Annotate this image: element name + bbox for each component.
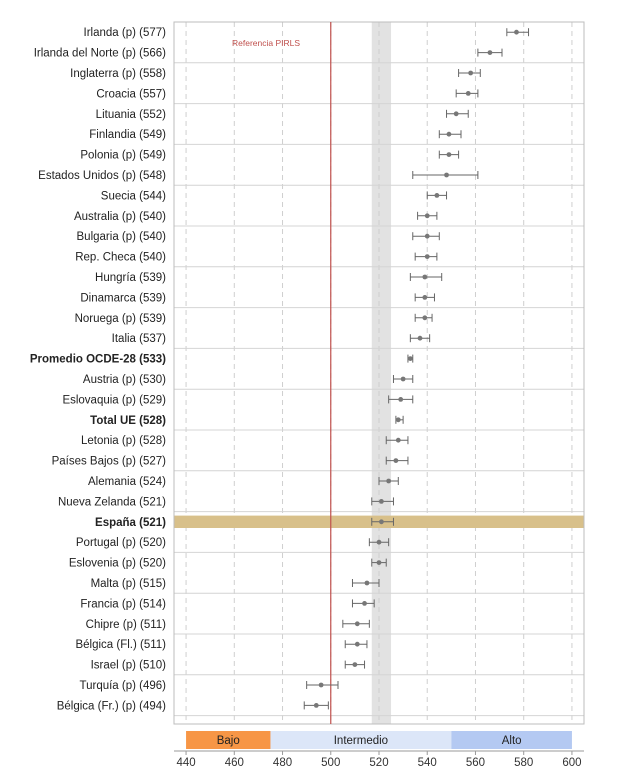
- data-point: [424, 254, 430, 259]
- row-label: Bulgaria (p) (540): [77, 231, 167, 243]
- data-point: [422, 274, 428, 280]
- row-label: Letonia (p) (528): [81, 435, 166, 447]
- data-point: [487, 50, 493, 55]
- x-tick-label: 460: [225, 757, 244, 769]
- data-point: [379, 499, 384, 504]
- row-label: Hungría (539): [95, 272, 166, 284]
- row-label: Francia (p) (514): [80, 598, 166, 610]
- row-label: Dinamarca (539): [80, 292, 166, 304]
- x-tick-label: 560: [466, 757, 485, 769]
- row-label: Inglaterra (p) (558): [70, 68, 166, 80]
- row-label: Turquía (p) (496): [80, 680, 167, 692]
- x-tick-label: 600: [562, 757, 581, 769]
- data-point: [468, 70, 474, 76]
- level-band-label: Alto: [502, 735, 522, 747]
- x-tick-label: 500: [321, 757, 340, 769]
- row-label: Estados Unidos (p) (548): [38, 170, 166, 182]
- data-point: [446, 131, 452, 137]
- row-label: Países Bajos (p) (527): [52, 456, 167, 468]
- data-point: [398, 397, 404, 402]
- row-label: Chipre (p) (511): [86, 619, 166, 631]
- row-labels: Irlanda (p) (577) Irlanda del Norte (p) (…: [30, 27, 166, 712]
- data-point: [514, 29, 519, 35]
- data-point: [352, 662, 358, 667]
- data-point: [395, 437, 401, 443]
- data-point: [444, 172, 449, 178]
- reference-line-label: Referencia PIRLS: [232, 38, 300, 48]
- row-label: Irlanda del Norte (p) (566): [34, 48, 166, 60]
- level-band-label: Bajo: [217, 735, 240, 747]
- data-point: [376, 539, 382, 545]
- data-point: [424, 213, 430, 219]
- row-label: Malta (p) (515): [91, 578, 167, 590]
- row-label: Eslovenia (p) (520): [69, 558, 166, 570]
- data-point: [407, 356, 413, 361]
- x-tick-label: 480: [273, 757, 292, 769]
- row-label: Austria (p) (530): [83, 374, 166, 386]
- data-point: [422, 295, 428, 300]
- data-point: [434, 193, 440, 198]
- data-point: [422, 315, 428, 321]
- data-point: [453, 111, 459, 117]
- data-point: [313, 703, 319, 708]
- row-label: Nueva Zelanda (521): [58, 496, 166, 508]
- row-label: Eslovaquia (p) (529): [62, 394, 166, 406]
- level-band: [451, 731, 572, 749]
- row-label: Noruega (p) (539): [75, 313, 167, 325]
- x-tick-label: 540: [418, 757, 437, 769]
- x-tick-label: 440: [176, 757, 195, 769]
- row-label: Finlandia (549): [89, 129, 166, 141]
- data-point: [400, 376, 406, 382]
- level-bands: Bajo Intermedio Alto: [186, 731, 572, 749]
- data-marks: [303, 28, 530, 710]
- data-point: [465, 91, 471, 96]
- x-tick-label: 520: [369, 757, 388, 769]
- data-point: [417, 335, 423, 341]
- x-axis: 440 460 480 500 520 540 560 580 600: [174, 750, 584, 769]
- row-label: España (521): [95, 517, 166, 529]
- row-label: Italia (537): [112, 333, 167, 345]
- data-point: [362, 601, 367, 606]
- data-point: [395, 417, 401, 423]
- row-label: Bélgica (Fl.) (511): [75, 639, 166, 651]
- row-label: Irlanda (p) (577): [84, 27, 167, 39]
- data-point: [318, 682, 324, 688]
- level-band-label: Intermedio: [334, 735, 388, 747]
- data-point: [446, 152, 452, 158]
- plot-background: Referencia PIRLS: [173, 21, 585, 725]
- level-band: [186, 731, 271, 749]
- data-point: [393, 458, 399, 463]
- row-label: Rep. Checa (540): [75, 252, 166, 264]
- level-band: [270, 731, 452, 749]
- data-point: [424, 233, 430, 239]
- row-label: Alemania (524): [88, 476, 166, 488]
- row-label: Polonia (p) (549): [80, 150, 166, 162]
- row-label: Bélgica (Fr.) (p) (494): [57, 700, 166, 712]
- row-label: Australia (p) (540): [74, 211, 166, 223]
- plot-frame: [173, 21, 585, 725]
- data-point: [376, 560, 382, 565]
- data-point: [379, 519, 384, 525]
- data-point: [354, 621, 360, 627]
- row-label: Suecia (544): [101, 190, 166, 202]
- row-label: Israel (p) (510): [91, 660, 167, 672]
- row-label: Promedio OCDE-28 (533): [30, 354, 166, 366]
- x-tick-label: 580: [514, 757, 533, 769]
- shaded-interval: [371, 22, 392, 724]
- row-label: Portugal (p) (520): [76, 537, 166, 549]
- data-point: [386, 478, 392, 484]
- data-point: [354, 641, 360, 647]
- row-label: Croacia (557): [96, 88, 166, 100]
- data-point: [364, 580, 370, 586]
- row-label: Total UE (528): [90, 415, 166, 427]
- row-label: Lituania (552): [96, 109, 166, 121]
